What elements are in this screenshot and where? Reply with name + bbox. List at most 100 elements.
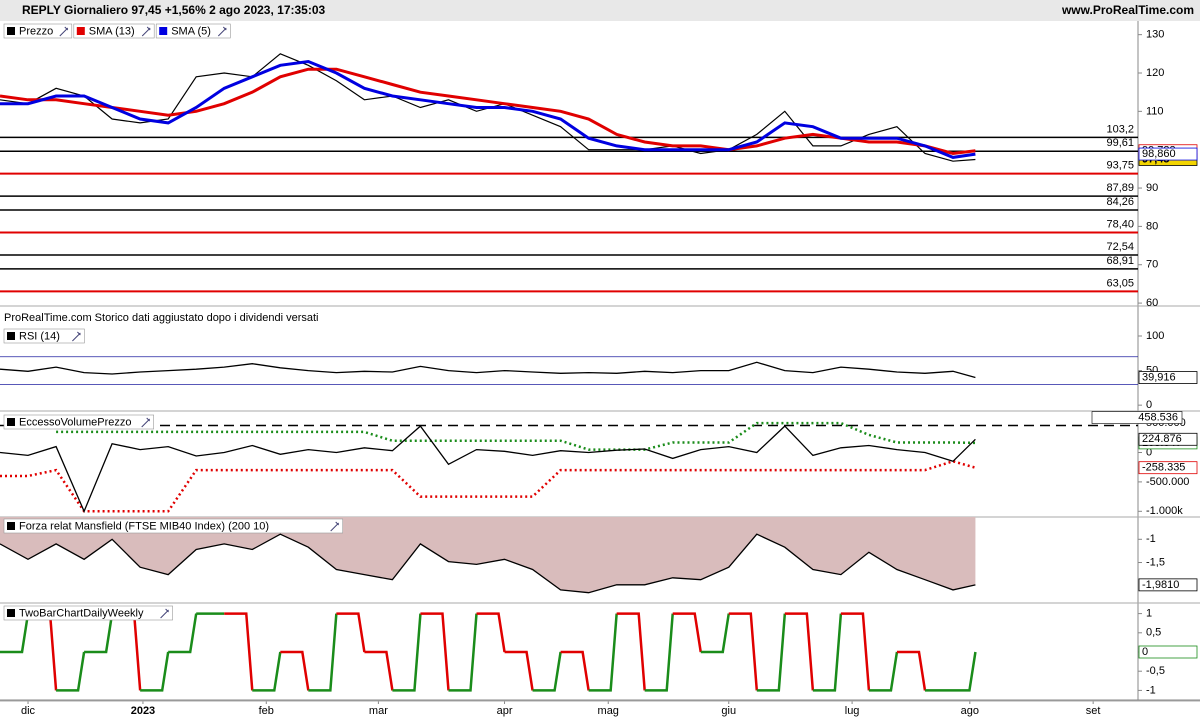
x-tick-label: apr	[497, 705, 513, 717]
y-tick-label: -1	[1146, 684, 1156, 696]
series-line	[0, 59, 976, 159]
y-tick-label: 1	[1146, 608, 1152, 620]
step-segment	[0, 613, 30, 654]
last-value-box	[1138, 578, 1198, 592]
x-tick-label: feb	[259, 705, 274, 717]
step-segment	[896, 650, 927, 691]
series-line	[0, 67, 976, 156]
last-value-box	[1138, 645, 1198, 659]
y-tick-label: 70	[1146, 259, 1158, 271]
y-tick-label: -1.000k	[1146, 505, 1183, 517]
legend-tool-icon	[141, 417, 151, 428]
step-segment	[784, 612, 815, 691]
series-line	[0, 533, 976, 594]
level-label: 458.536	[1138, 411, 1178, 423]
series-line	[0, 425, 976, 513]
x-tick-label: lug	[845, 705, 860, 717]
step-segment	[336, 612, 366, 653]
step-segment	[532, 651, 562, 692]
step-segment	[644, 613, 674, 692]
legend-swatch	[7, 332, 15, 340]
step-segment	[448, 613, 478, 692]
y-tick-label: 60	[1146, 297, 1158, 309]
y-tick-label: 130	[1146, 29, 1164, 41]
step-segment	[392, 613, 422, 692]
level-label: 63,05	[1106, 277, 1134, 289]
legend-tool-icon	[141, 26, 151, 37]
series-line	[0, 459, 976, 513]
legend-label: SMA (5)	[171, 25, 211, 37]
legend-box	[3, 605, 173, 621]
legend-tool-icon	[160, 608, 169, 619]
step-segment	[700, 613, 731, 654]
y-tick-label: 0	[1146, 399, 1152, 411]
y-tick-label: 0,5	[1146, 627, 1161, 639]
legend-box	[73, 23, 155, 39]
level-label: 87,89	[1106, 182, 1134, 194]
step-segment	[308, 613, 338, 692]
x-tick-label: set	[1086, 705, 1101, 717]
last-value-label: 0	[1142, 646, 1148, 658]
y-tick-label: -500.000	[1146, 476, 1189, 488]
legend-label: Forza relat Mansfield (FTSE MIB40 Index)…	[19, 520, 269, 532]
last-value-label: 224.876	[1142, 433, 1182, 445]
step-segment	[168, 613, 198, 654]
level-label: 84,26	[1106, 196, 1134, 208]
y-tick-label: -1,5	[1146, 556, 1165, 568]
y-tick-label: 100	[1146, 330, 1164, 342]
legend-swatch	[7, 418, 15, 426]
legend-label: EccessoVolumePrezzo	[19, 416, 132, 428]
step-segment	[953, 651, 977, 692]
level-label: 68,91	[1106, 255, 1134, 267]
legend-swatch	[159, 27, 168, 35]
series-line	[0, 361, 976, 379]
legend-label: RSI (14)	[19, 330, 60, 342]
site-label: www.ProRealTime.com	[1061, 3, 1194, 17]
step-segment	[728, 612, 759, 691]
last-value-label: -1,9810	[1142, 579, 1179, 591]
last-value-box	[1138, 147, 1198, 161]
legend-box	[3, 518, 344, 534]
legend-box	[3, 328, 85, 344]
y-tick-label: -1	[1146, 533, 1156, 545]
step-segment	[560, 650, 590, 691]
legend-label: SMA (13)	[89, 25, 135, 37]
legend-box	[155, 23, 231, 39]
step-segment	[84, 613, 114, 654]
x-tick-label: mar	[369, 705, 388, 717]
legend-box	[3, 23, 73, 39]
step-segment	[756, 613, 787, 692]
legend-tool-icon	[72, 331, 81, 342]
y-tick-label: -0,5	[1146, 665, 1165, 677]
level-label: 72,54	[1106, 241, 1134, 253]
level-label-box	[1091, 411, 1183, 424]
x-tick-label: mag	[598, 705, 619, 717]
legend-swatch	[76, 27, 85, 35]
y-tick-label: 110	[1146, 105, 1164, 117]
header-bar	[0, 0, 1200, 21]
last-value-box	[1138, 432, 1198, 446]
step-segment	[224, 612, 254, 691]
step-segment	[672, 612, 702, 653]
step-segment	[868, 651, 899, 692]
area	[0, 517, 976, 593]
last-value-label: -258.335	[1142, 462, 1185, 474]
last-value-label: 98,860	[1142, 148, 1176, 160]
y-tick-label: 0	[1146, 446, 1152, 458]
y-tick-label: 120	[1146, 67, 1164, 79]
y-tick-label: 80	[1146, 220, 1158, 232]
step-segment	[420, 612, 450, 691]
legend-box	[3, 414, 154, 430]
legend-label: TwoBarChartDailyWeekly	[19, 607, 144, 619]
level-label: 78,40	[1106, 218, 1134, 230]
step-segment	[476, 612, 506, 653]
step-segment	[588, 613, 618, 692]
legend-tool-icon	[330, 521, 340, 532]
legend-tool-icon	[59, 26, 69, 37]
step-segment	[364, 650, 394, 691]
legend-swatch	[7, 522, 15, 530]
level-label: 103,2	[1106, 123, 1134, 135]
step-segment	[140, 651, 170, 692]
